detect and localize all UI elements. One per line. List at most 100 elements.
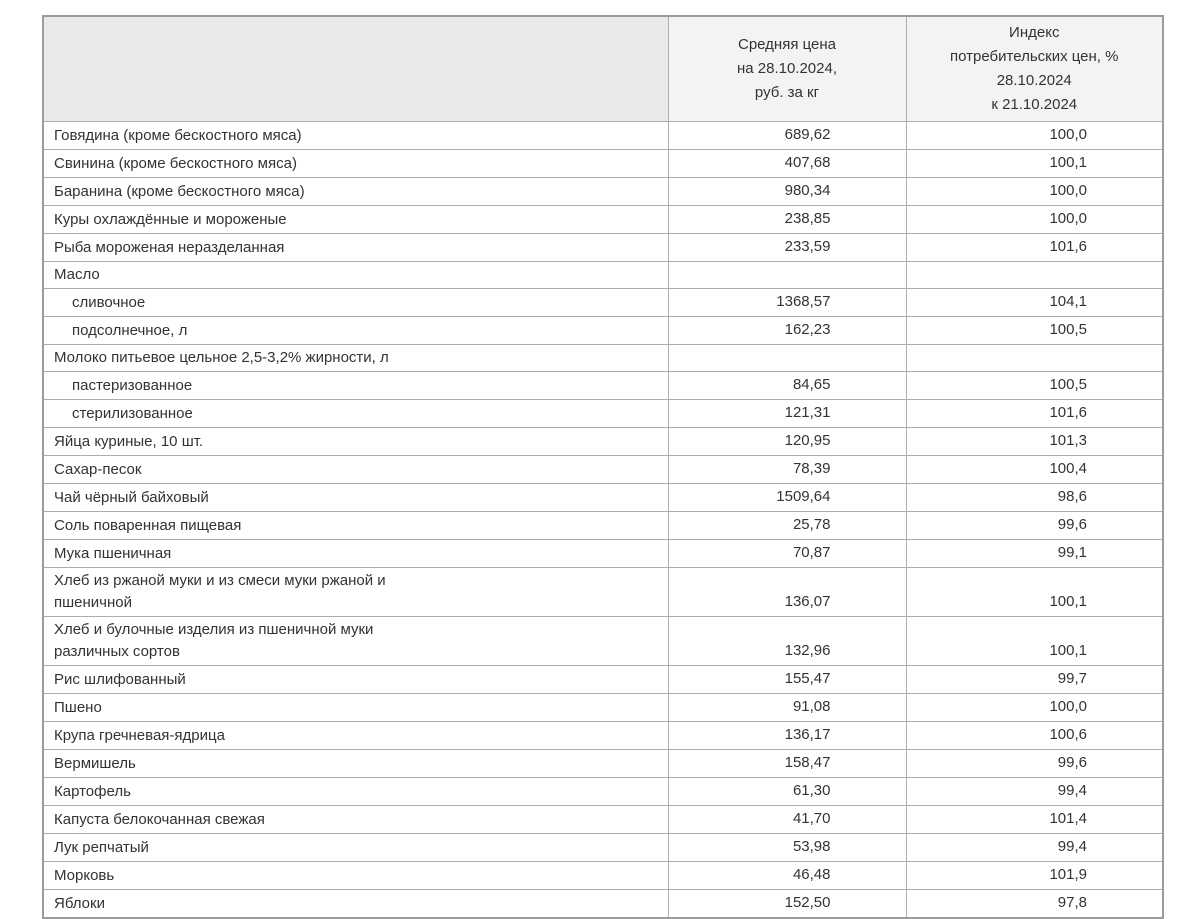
average-price-value: 132,96 — [667, 616, 907, 666]
table-row: сливочное 1368,57 104,1 — [42, 288, 1164, 317]
price-index-value: 99,6 — [905, 749, 1164, 778]
price-index-value: 104,1 — [905, 288, 1164, 317]
table-row: Яблоки 152,50 97,8 — [42, 889, 1164, 919]
price-index-value — [905, 344, 1164, 372]
product-name: Соль поваренная пищевая — [42, 511, 669, 540]
price-index-value: 100,0 — [905, 177, 1164, 206]
price-index-value: 101,6 — [905, 233, 1164, 262]
average-price-value: 120,95 — [667, 427, 907, 456]
product-name: Яйца куриные, 10 шт. — [42, 427, 669, 456]
average-price-value: 25,78 — [667, 511, 907, 540]
product-name: Яблоки — [42, 889, 669, 919]
product-name: Свинина (кроме бескостного мяса) — [42, 149, 669, 178]
table-row: Картофель 61,30 99,4 — [42, 777, 1164, 806]
table-row: Крупа гречневая-ядрица 136,17 100,6 — [42, 721, 1164, 750]
average-price-value: 1368,57 — [667, 288, 907, 317]
table-row: Мука пшеничная 70,87 99,1 — [42, 539, 1164, 568]
table-row: Вермишель 158,47 99,6 — [42, 749, 1164, 778]
table-row: Соль поваренная пищевая 25,78 99,6 — [42, 511, 1164, 540]
average-price-value: 152,50 — [667, 889, 907, 919]
price-index-value: 100,5 — [905, 316, 1164, 345]
product-name: Чай чёрный байховый — [42, 483, 669, 512]
average-price-value: 1509,64 — [667, 483, 907, 512]
average-price-value: 70,87 — [667, 539, 907, 568]
price-index-value: 101,6 — [905, 399, 1164, 428]
table-row: Свинина (кроме бескостного мяса) 407,68 … — [42, 149, 1164, 178]
average-price-value: 980,34 — [667, 177, 907, 206]
product-name: Мука пшеничная — [42, 539, 669, 568]
average-price-value: 136,07 — [667, 567, 907, 617]
product-name: Куры охлаждённые и мороженые — [42, 205, 669, 234]
average-price-value: 155,47 — [667, 665, 907, 694]
price-index-value: 100,6 — [905, 721, 1164, 750]
table-row: Куры охлаждённые и мороженые 238,85 100,… — [42, 205, 1164, 234]
col-header-product — [42, 15, 669, 122]
average-price-value: 407,68 — [667, 149, 907, 178]
product-name: Лук репчатый — [42, 833, 669, 862]
price-index-value: 97,8 — [905, 889, 1164, 919]
price-index-value: 101,4 — [905, 805, 1164, 834]
table-row: подсолнечное, л 162,23 100,5 — [42, 316, 1164, 345]
price-index-value: 100,0 — [905, 205, 1164, 234]
product-name: Крупа гречневая-ядрица — [42, 721, 669, 750]
price-index-value: 99,4 — [905, 777, 1164, 806]
table-row: стерилизованное 121,31 101,6 — [42, 399, 1164, 428]
product-name: Баранина (кроме бескостного мяса) — [42, 177, 669, 206]
table-row: Молоко питьевое цельное 2,5-3,2% жирност… — [42, 344, 1164, 372]
table-row: пастеризованное 84,65 100,5 — [42, 371, 1164, 400]
product-name: Вермишель — [42, 749, 669, 778]
average-price-value: 233,59 — [667, 233, 907, 262]
table-row: Говядина (кроме бескостного мяса) 689,62… — [42, 121, 1164, 150]
average-price-value: 689,62 — [667, 121, 907, 150]
price-index-value: 98,6 — [905, 483, 1164, 512]
average-price-value: 121,31 — [667, 399, 907, 428]
product-name: Хлеб из ржаной муки и из смеси муки ржан… — [42, 567, 669, 617]
product-name: сливочное — [42, 288, 669, 317]
average-price-value: 158,47 — [667, 749, 907, 778]
price-index-value: 100,5 — [905, 371, 1164, 400]
average-price-value: 91,08 — [667, 693, 907, 722]
product-name: подсолнечное, л — [42, 316, 669, 345]
table-row: Сахар-песок 78,39 100,4 — [42, 455, 1164, 484]
table-row: Пшено 91,08 100,0 — [42, 693, 1164, 722]
price-index-value: 100,4 — [905, 455, 1164, 484]
table-row: Лук репчатый 53,98 99,4 — [42, 833, 1164, 862]
average-price-value — [667, 344, 907, 372]
product-name: Пшено — [42, 693, 669, 722]
price-index-value: 101,9 — [905, 861, 1164, 890]
average-price-value: 78,39 — [667, 455, 907, 484]
table-row: Чай чёрный байховый 1509,64 98,6 — [42, 483, 1164, 512]
price-index-value: 100,1 — [905, 567, 1164, 617]
table-row: Морковь 46,48 101,9 — [42, 861, 1164, 890]
price-index-value: 100,0 — [905, 693, 1164, 722]
average-price-value: 238,85 — [667, 205, 907, 234]
table-row: Капуста белокочанная свежая 41,70 101,4 — [42, 805, 1164, 834]
price-index-value: 100,1 — [905, 149, 1164, 178]
price-index-value: 99,6 — [905, 511, 1164, 540]
table-row: Хлеб и булочные изделия из пшеничной мук… — [42, 616, 1164, 666]
average-price-value: 136,17 — [667, 721, 907, 750]
price-index-value: 99,1 — [905, 539, 1164, 568]
product-name: стерилизованное — [42, 399, 669, 428]
col-header-average-price: Средняя цена на 28.10.2024, руб. за кг — [667, 15, 907, 122]
product-name: Говядина (кроме бескостного мяса) — [42, 121, 669, 150]
table-row: Масло — [42, 261, 1164, 289]
product-name: Рис шлифованный — [42, 665, 669, 694]
col-header-price-index: Индекс потребительских цен, % 28.10.2024… — [905, 15, 1164, 122]
table-row: Хлеб из ржаной муки и из смеси муки ржан… — [42, 567, 1164, 617]
price-index-value — [905, 261, 1164, 289]
product-name: Капуста белокочанная свежая — [42, 805, 669, 834]
average-price-value: 46,48 — [667, 861, 907, 890]
average-price-value: 162,23 — [667, 316, 907, 345]
product-name: Рыба мороженая неразделанная — [42, 233, 669, 262]
price-index-value: 100,1 — [905, 616, 1164, 666]
product-name: Сахар-песок — [42, 455, 669, 484]
product-name: Морковь — [42, 861, 669, 890]
price-index-value: 100,0 — [905, 121, 1164, 150]
product-name: Молоко питьевое цельное 2,5-3,2% жирност… — [42, 344, 669, 372]
price-index-value: 101,3 — [905, 427, 1164, 456]
average-price-value: 41,70 — [667, 805, 907, 834]
product-name: Хлеб и булочные изделия из пшеничной мук… — [42, 616, 669, 666]
average-price-value: 61,30 — [667, 777, 907, 806]
table-row: Рыба мороженая неразделанная 233,59 101,… — [42, 233, 1164, 262]
